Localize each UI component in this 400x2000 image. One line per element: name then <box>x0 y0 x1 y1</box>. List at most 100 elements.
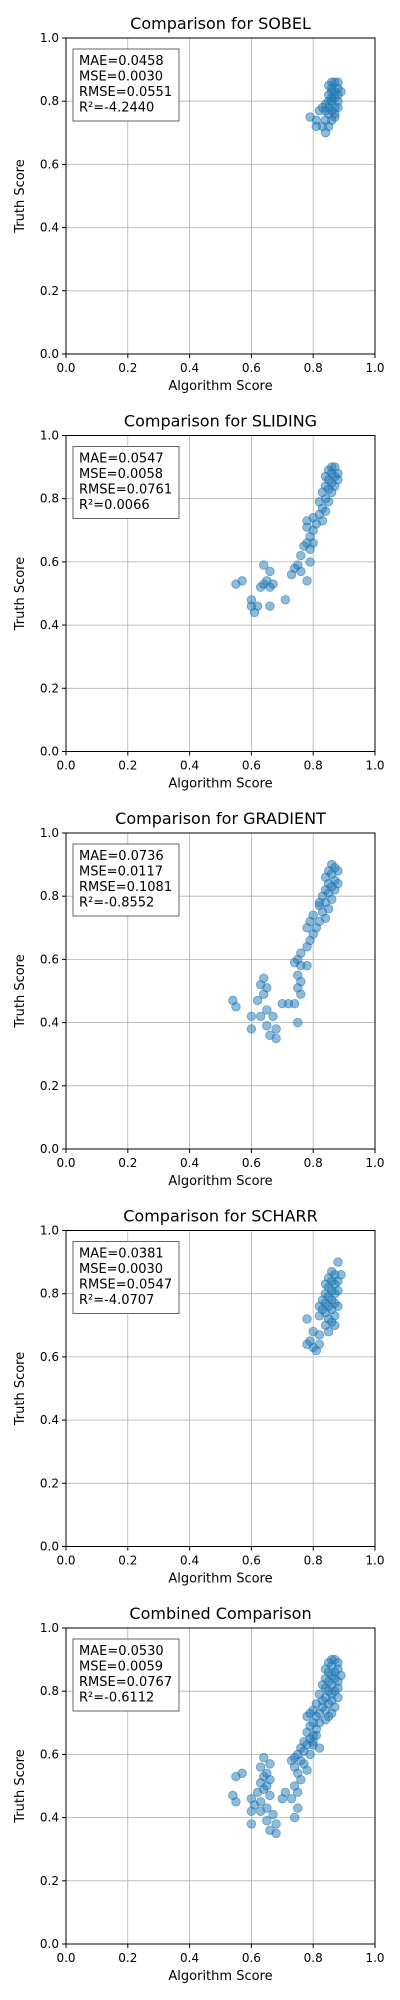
data-point <box>296 1774 306 1785</box>
data-point <box>231 1797 241 1807</box>
data-point <box>314 1330 325 1340</box>
y-tick-label: 0.6 <box>40 1747 59 1761</box>
data-point <box>255 582 266 592</box>
data-point <box>231 579 241 589</box>
chart-title: Comparison for SOBEL <box>130 14 311 33</box>
stats-line: MSE=0.0030 <box>79 70 163 85</box>
y-tick-label: 0.4 <box>40 1811 59 1825</box>
x-tick-label: 0.2 <box>118 1951 137 1965</box>
x-axis-label: Algorithm Score <box>168 1572 272 1587</box>
y-axis-label: Truth Score <box>13 1749 28 1824</box>
chart-title: Combined Comparison <box>129 1604 311 1623</box>
data-point <box>314 1743 325 1753</box>
data-point <box>246 1806 257 1816</box>
x-tick-label: 0.2 <box>118 759 137 773</box>
data-point <box>330 1320 340 1331</box>
x-tick-label: 0.6 <box>242 1554 261 1568</box>
y-tick-label: 0.6 <box>40 555 59 569</box>
data-point <box>311 1730 321 1741</box>
stats-line: RMSE=0.1081 <box>79 880 172 895</box>
data-point <box>280 1787 291 1798</box>
y-tick-label: 1.0 <box>40 31 59 45</box>
data-point <box>320 128 331 138</box>
y-tick-label: 0.8 <box>40 492 59 506</box>
chart-title: Comparison for SLIDING <box>124 412 317 431</box>
data-point <box>286 569 297 580</box>
y-tick-label: 1.0 <box>40 429 59 443</box>
data-point <box>289 1812 300 1823</box>
y-tick-label: 1.0 <box>40 1224 59 1238</box>
data-point <box>323 1326 334 1337</box>
data-point <box>255 1011 266 1021</box>
plot-frame <box>65 1230 376 1547</box>
y-tick-label: 0.6 <box>40 157 59 171</box>
data-point <box>296 550 306 561</box>
stats-line: RMSE=0.0547 <box>79 1278 172 1293</box>
x-tick-label: 0.4 <box>180 361 199 375</box>
y-tick-label: 1.0 <box>40 1621 59 1635</box>
stats-line: MAE=0.0530 <box>79 1644 164 1659</box>
y-tick-label: 0.4 <box>40 1016 59 1030</box>
x-axis-label: Algorithm Score <box>168 777 272 792</box>
data-point <box>262 1021 272 1031</box>
data-point <box>268 1809 278 1820</box>
x-tick-label: 0.6 <box>242 759 261 773</box>
data-point <box>299 541 309 551</box>
data-point <box>305 1749 315 1760</box>
chart-panel-3: Comparison for GRADIENT 0.0 0.2 0.4 0.6 0.8 1.… <box>13 809 385 1189</box>
data-point <box>277 998 288 1009</box>
y-tick-label: 0.8 <box>40 94 59 108</box>
chart-title: Comparison for GRADIENT <box>115 809 326 828</box>
y-tick-label: 0.4 <box>40 1413 59 1427</box>
data-point <box>268 1011 278 1021</box>
stats-line: R²=-4.0707 <box>79 1293 154 1308</box>
data-point <box>259 1752 269 1763</box>
data-point <box>323 497 334 507</box>
data-point <box>302 1765 312 1775</box>
data-point <box>259 989 269 999</box>
data-point <box>265 1790 275 1801</box>
data-point <box>333 1257 343 1267</box>
x-tick-label: 0.2 <box>118 361 137 375</box>
data-point <box>246 1819 257 1829</box>
x-tick-label: 0.6 <box>242 1156 261 1170</box>
data-point <box>314 1311 325 1321</box>
x-tick-label: 0.4 <box>180 759 199 773</box>
stats-line: MAE=0.0547 <box>79 452 164 467</box>
data-point <box>293 1803 303 1813</box>
data-point <box>246 1024 257 1034</box>
x-tick-label: 0.4 <box>180 1554 199 1568</box>
y-tick-label: 0.0 <box>40 745 59 759</box>
x-axis-label: Algorithm Score <box>168 379 272 394</box>
data-point <box>296 989 306 999</box>
x-tick-label: 0.4 <box>180 1156 199 1170</box>
chart-panel-4: Comparison for SCHARR 0.0 0.2 0.4 0.6 0.8 1.0 0… <box>13 1207 385 1587</box>
x-tick-label: 0.6 <box>242 361 261 375</box>
data-point <box>252 995 263 1006</box>
x-tick-label: 0.4 <box>180 1951 199 1965</box>
y-tick-label: 0.8 <box>40 1287 59 1301</box>
data-point <box>249 607 260 618</box>
x-tick-label: 0.6 <box>242 1951 261 1965</box>
y-tick-label: 0.2 <box>40 1079 59 1093</box>
x-tick-label: 0.2 <box>118 1156 137 1170</box>
data-point <box>246 1011 257 1021</box>
stats-line: RMSE=0.0767 <box>79 1675 172 1690</box>
x-tick-label: 0.8 <box>304 759 323 773</box>
data-point <box>302 923 312 933</box>
data-point <box>302 1711 312 1722</box>
data-point <box>293 1017 303 1028</box>
data-point <box>252 1787 263 1798</box>
y-tick-label: 1.0 <box>40 826 59 840</box>
data-point <box>314 105 325 116</box>
y-tick-label: 0.8 <box>40 889 59 903</box>
plot-frame <box>65 37 376 355</box>
data-point <box>330 109 340 119</box>
x-tick-label: 1.0 <box>365 1951 384 1965</box>
y-tick-label: 0.0 <box>40 1937 59 1951</box>
y-tick-label: 0.2 <box>40 681 59 695</box>
data-point <box>289 957 300 968</box>
data-point <box>271 1024 281 1034</box>
data-point <box>305 557 315 567</box>
data-point <box>296 566 306 577</box>
